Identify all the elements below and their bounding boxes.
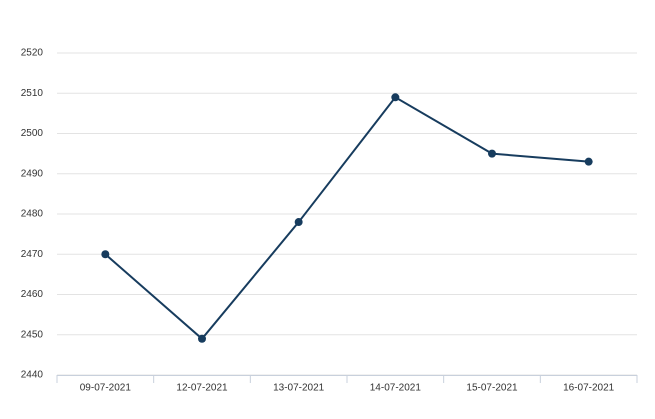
x-tick-label: 12-07-2021 <box>176 383 228 394</box>
x-tick-label: 15-07-2021 <box>466 383 518 394</box>
y-tick-label: 2520 <box>21 48 44 59</box>
y-tick-label: 2490 <box>21 168 44 179</box>
point <box>101 250 110 259</box>
y-tick-label: 2460 <box>21 289 44 300</box>
point <box>294 218 303 227</box>
y-tick-label: 2500 <box>21 128 44 139</box>
y-tick-label: 2470 <box>21 249 44 260</box>
point <box>584 157 593 166</box>
y-tick-label: 2440 <box>21 370 44 381</box>
series-line <box>104 95 589 341</box>
y-tick-label: 2480 <box>21 209 44 220</box>
x-tick-label: 16-07-2021 <box>563 383 615 394</box>
x-tick-label: 09-07-2021 <box>80 383 132 394</box>
point <box>488 149 496 158</box>
point <box>391 93 400 102</box>
x-tick-label: 14-07-2021 <box>370 383 422 394</box>
y-tick-label: 2510 <box>21 88 44 99</box>
x-tick-label: 13-07-2021 <box>273 383 325 394</box>
point <box>198 334 206 343</box>
y-tick-label: 2450 <box>21 329 44 340</box>
